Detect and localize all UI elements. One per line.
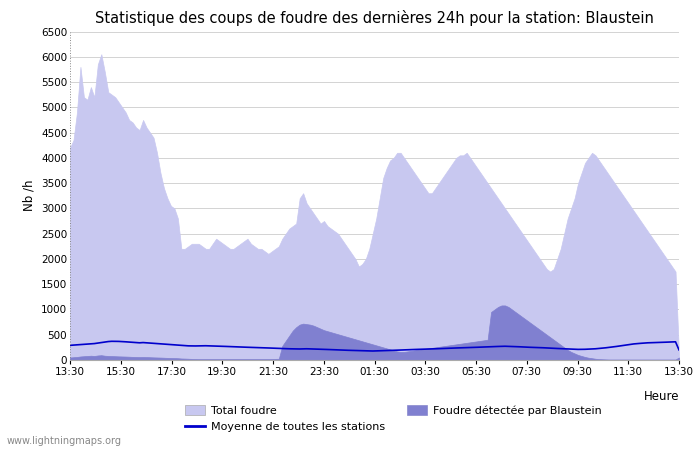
Y-axis label: Nb /h: Nb /h [22,180,36,211]
Text: www.lightningmaps.org: www.lightningmaps.org [7,436,122,446]
Text: Heure: Heure [643,390,679,403]
Legend: Total foudre, Moyenne de toutes les stations, Foudre détectée par Blaustein: Total foudre, Moyenne de toutes les stat… [186,405,601,432]
Title: Statistique des coups de foudre des dernières 24h pour la station: Blaustein: Statistique des coups de foudre des dern… [95,10,654,26]
